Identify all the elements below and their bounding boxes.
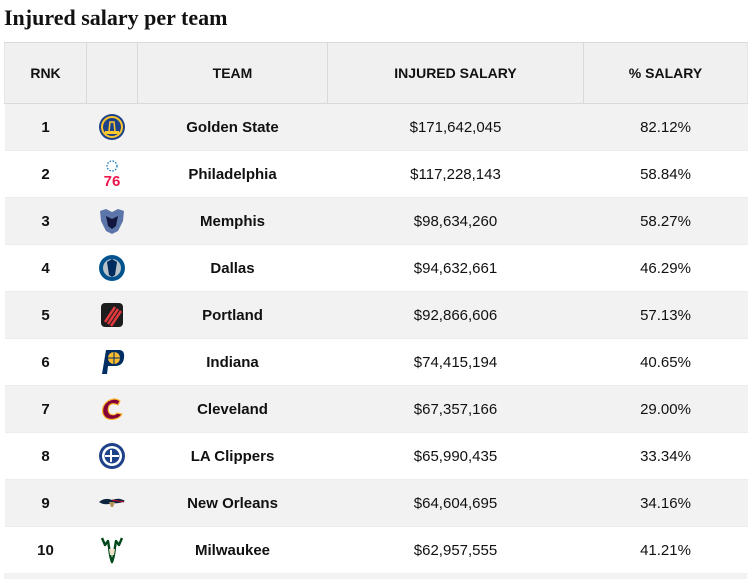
table-row: 7 Cleveland $67,357,166 29.00%: [4, 385, 748, 433]
grizzlies-logo-icon: [97, 206, 127, 236]
logo-cell: [86, 385, 138, 433]
pct-salary-cell: 82.12%: [583, 103, 748, 151]
team-name: Indiana: [137, 338, 328, 386]
rank-cell: 6: [4, 338, 87, 386]
pacers-logo-icon: [97, 347, 127, 377]
warriors-logo-icon: [97, 112, 127, 142]
table-row: 3 Memphis $98,634,260 58.27%: [4, 197, 748, 245]
bucks-logo-icon: [97, 535, 127, 565]
logo-cell: [86, 197, 138, 245]
clippers-logo-icon: [97, 441, 127, 471]
column-header-logo: [86, 42, 138, 104]
svg-text:76: 76: [104, 173, 121, 189]
next-row-edge: [4, 573, 747, 579]
column-header-team[interactable]: TEAM: [137, 42, 328, 104]
logo-cell: 76: [86, 150, 138, 198]
team-name: New Orleans: [137, 479, 328, 527]
blazers-logo-icon: [97, 300, 127, 330]
pct-salary-cell: 46.29%: [583, 244, 748, 292]
team-name: Philadelphia: [137, 150, 328, 198]
logo-cell: [86, 432, 138, 480]
pct-salary-cell: 29.00%: [583, 385, 748, 433]
injured-salary-cell: $171,642,045: [327, 103, 584, 151]
rank-cell: 5: [4, 291, 87, 339]
logo-cell: [86, 103, 138, 151]
table-header-row: RNK TEAM INJURED SALARY % SALARY: [4, 42, 748, 104]
team-name: Milwaukee: [137, 526, 328, 574]
team-name: Memphis: [137, 197, 328, 245]
injured-salary-cell: $117,228,143: [327, 150, 584, 198]
logo-cell: [86, 244, 138, 292]
mavericks-logo-icon: [97, 253, 127, 283]
table-row: 9 New Orleans $64,604,695 34.16%: [4, 479, 748, 527]
logo-cell: [86, 526, 138, 574]
table-row: 10 Milwaukee $62,957,555 41.21%: [4, 526, 748, 574]
pct-salary-cell: 57.13%: [583, 291, 748, 339]
column-header-injured-salary[interactable]: INJURED SALARY: [327, 42, 584, 104]
rank-cell: 4: [4, 244, 87, 292]
team-name: Cleveland: [137, 385, 328, 433]
injured-salary-cell: $92,866,606: [327, 291, 584, 339]
rank-cell: 10: [4, 526, 87, 574]
injured-salary-cell: $67,357,166: [327, 385, 584, 433]
team-name: Portland: [137, 291, 328, 339]
rank-cell: 1: [4, 103, 87, 151]
table-row: 5 Portland $92,866,606 57.13%: [4, 291, 748, 339]
column-header-rank[interactable]: RNK: [4, 42, 87, 104]
76ers-logo-icon: 76: [97, 159, 127, 189]
table-row: 1 Golden State $171,642,045 82.12%: [4, 103, 748, 151]
logo-cell: [86, 291, 138, 339]
table-row: 6 Indiana $74,415,194 40.65%: [4, 338, 748, 386]
team-name: Dallas: [137, 244, 328, 292]
injured-salary-cell: $94,632,661: [327, 244, 584, 292]
rank-cell: 9: [4, 479, 87, 527]
team-name: Golden State: [137, 103, 328, 151]
injured-salary-table: RNK TEAM INJURED SALARY % SALARY 1 Golde…: [4, 42, 748, 574]
injured-salary-cell: $62,957,555: [327, 526, 584, 574]
pct-salary-cell: 33.34%: [583, 432, 748, 480]
pct-salary-cell: 41.21%: [583, 526, 748, 574]
logo-cell: [86, 338, 138, 386]
table-row: 8 LA Clippers $65,990,435 33.34%: [4, 432, 748, 480]
rank-cell: 8: [4, 432, 87, 480]
pct-salary-cell: 58.84%: [583, 150, 748, 198]
page-title: Injured salary per team: [4, 5, 228, 30]
injured-salary-cell: $98,634,260: [327, 197, 584, 245]
table-row: 2 76 Philadelphia $117,228,143 58.84%: [4, 150, 748, 198]
rank-cell: 7: [4, 385, 87, 433]
pelicans-logo-icon: [97, 488, 127, 518]
team-name: LA Clippers: [137, 432, 328, 480]
logo-cell: [86, 479, 138, 527]
rank-cell: 2: [4, 150, 87, 198]
injured-salary-cell: $65,990,435: [327, 432, 584, 480]
pct-salary-cell: 40.65%: [583, 338, 748, 386]
table-row: 4 Dallas $94,632,661 46.29%: [4, 244, 748, 292]
pct-salary-cell: 58.27%: [583, 197, 748, 245]
injured-salary-cell: $74,415,194: [327, 338, 584, 386]
pct-salary-cell: 34.16%: [583, 479, 748, 527]
column-header-pct-salary[interactable]: % SALARY: [583, 42, 748, 104]
cavaliers-logo-icon: [97, 394, 127, 424]
injured-salary-cell: $64,604,695: [327, 479, 584, 527]
rank-cell: 3: [4, 197, 87, 245]
